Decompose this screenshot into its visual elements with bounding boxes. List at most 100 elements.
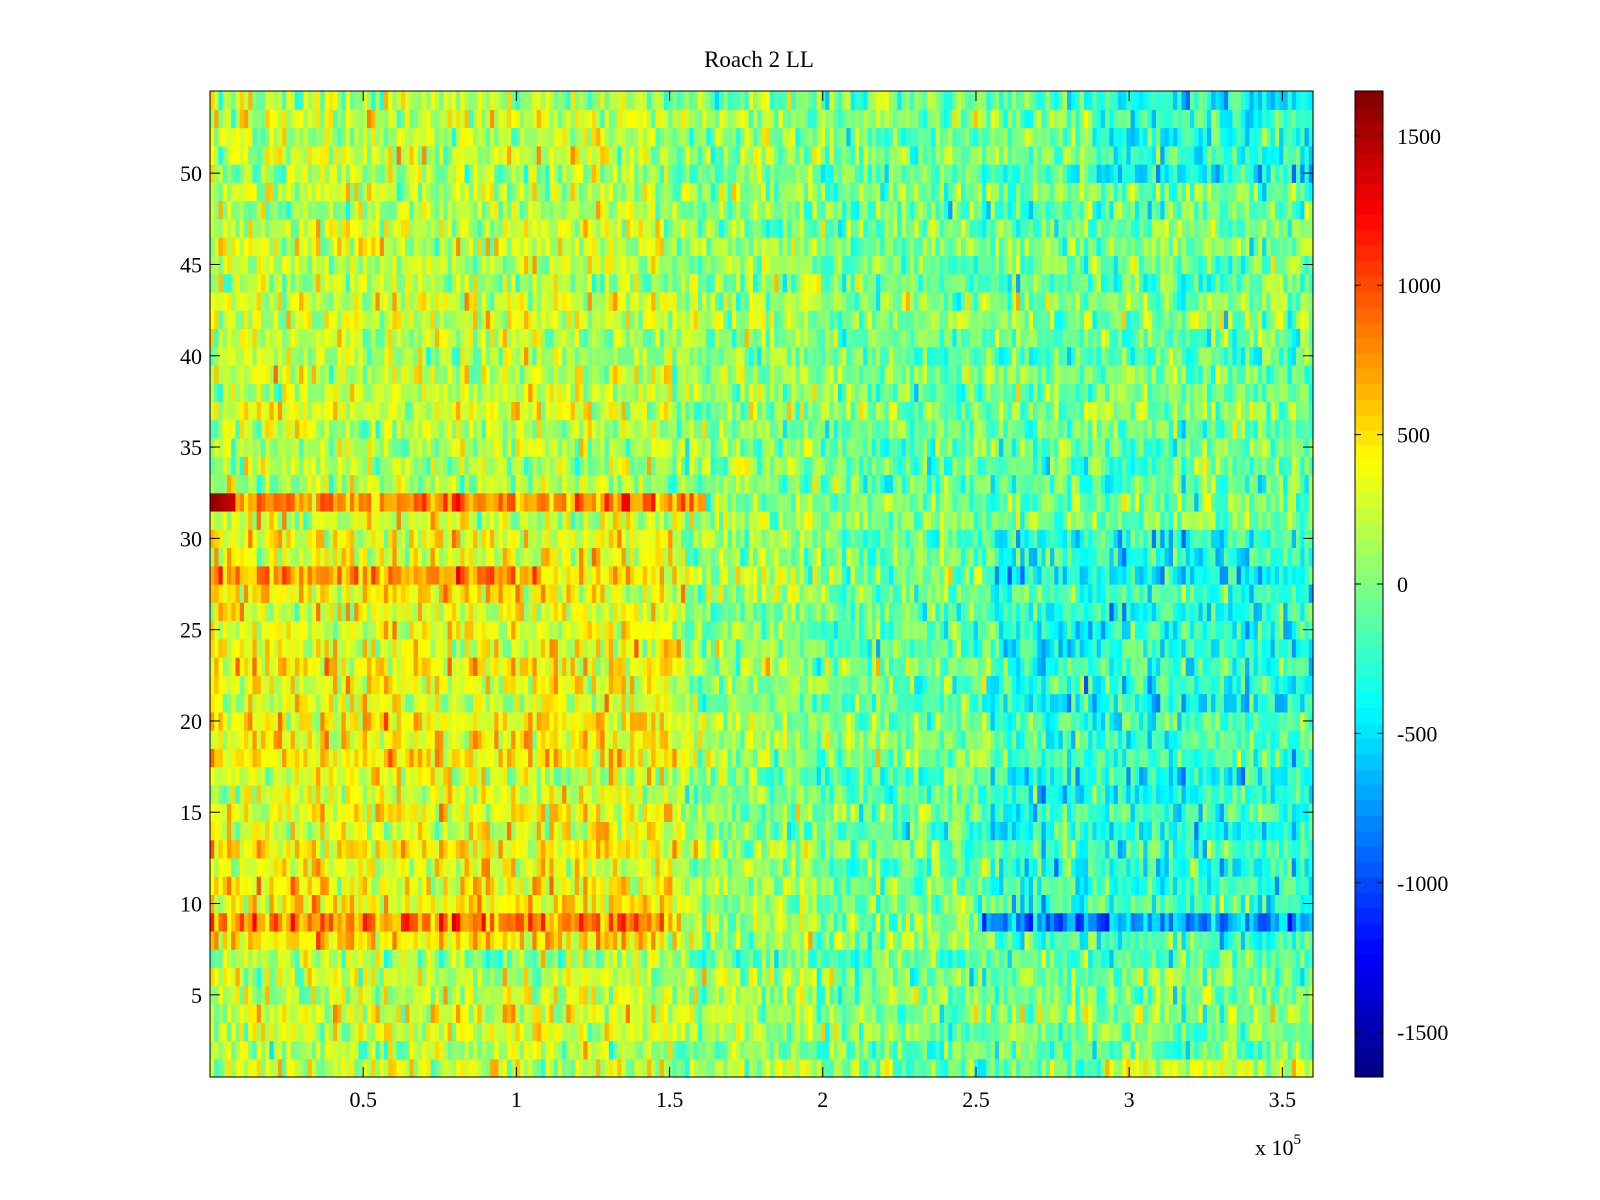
heatmap-cell bbox=[969, 1058, 975, 1078]
heatmap-cell bbox=[833, 1003, 839, 1023]
heatmap-cell bbox=[328, 730, 334, 749]
heatmap-cell bbox=[413, 784, 419, 804]
heatmap-cell bbox=[1083, 967, 1089, 987]
heatmap-cell bbox=[553, 1022, 559, 1042]
heatmap-cell bbox=[451, 1003, 457, 1023]
heatmap-cell bbox=[1257, 967, 1263, 987]
heatmap-cell bbox=[1296, 839, 1301, 859]
heatmap-cell bbox=[672, 876, 678, 896]
heatmap-cell bbox=[1274, 967, 1280, 987]
heatmap-cell bbox=[736, 1022, 741, 1042]
heatmap-cell bbox=[1075, 1058, 1081, 1078]
heatmap-cell bbox=[290, 985, 296, 1005]
heatmap-cell bbox=[316, 839, 321, 859]
heatmap-cell bbox=[311, 967, 317, 987]
heatmap-cell bbox=[939, 1058, 945, 1078]
heatmap-cell bbox=[740, 930, 746, 950]
heatmap-cell bbox=[965, 821, 970, 841]
heatmap-cell bbox=[939, 839, 945, 859]
heatmap-cell bbox=[723, 930, 729, 950]
heatmap-cell bbox=[1122, 857, 1127, 877]
heatmap-cell bbox=[1283, 949, 1289, 969]
heatmap-cell bbox=[736, 930, 741, 950]
heatmap-cell bbox=[328, 784, 334, 804]
heatmap-cell bbox=[956, 894, 962, 914]
heatmap-cell bbox=[659, 967, 665, 987]
heatmap-cell bbox=[1270, 748, 1276, 768]
heatmap-cell bbox=[1257, 912, 1263, 932]
heatmap-cell bbox=[1054, 985, 1060, 1005]
heatmap-cell bbox=[769, 912, 775, 932]
heatmap-cell bbox=[515, 748, 521, 768]
heatmap-cell bbox=[265, 1003, 270, 1023]
heatmap-cell bbox=[774, 912, 780, 932]
heatmap-cell bbox=[320, 839, 326, 859]
heatmap-cell bbox=[1181, 985, 1187, 1005]
heatmap-cell bbox=[468, 748, 474, 768]
heatmap-cell bbox=[782, 876, 788, 896]
heatmap-cell bbox=[269, 711, 275, 731]
heatmap-cell bbox=[239, 784, 245, 804]
heatmap-cell bbox=[1147, 730, 1153, 749]
heatmap-cell bbox=[574, 894, 580, 914]
heatmap-cell bbox=[1151, 1003, 1157, 1023]
heatmap-cell bbox=[1016, 949, 1021, 969]
heatmap-cell bbox=[371, 876, 377, 896]
heatmap-cell bbox=[621, 1058, 627, 1078]
heatmap-cell bbox=[999, 766, 1004, 786]
heatmap-cell bbox=[489, 1058, 495, 1078]
heatmap-cell bbox=[1219, 1040, 1225, 1060]
heatmap-cell bbox=[1024, 967, 1030, 987]
heatmap-cell bbox=[710, 894, 716, 914]
heatmap-cell bbox=[719, 912, 724, 932]
heatmap-cell bbox=[311, 1003, 317, 1023]
heatmap-cell bbox=[396, 876, 402, 896]
heatmap-cell bbox=[1245, 1058, 1250, 1078]
heatmap-cell bbox=[833, 748, 839, 768]
heatmap-cell bbox=[333, 1022, 338, 1042]
heatmap-cell bbox=[269, 839, 275, 859]
heatmap-cell bbox=[269, 1058, 275, 1078]
heatmap-cell bbox=[765, 821, 771, 841]
heatmap-cell bbox=[710, 1022, 716, 1042]
heatmap-cell bbox=[574, 985, 580, 1005]
heatmap-cell bbox=[1147, 967, 1153, 987]
heatmap-cell bbox=[337, 967, 343, 987]
heatmap-cell bbox=[1105, 949, 1110, 969]
heatmap-cell bbox=[383, 1003, 389, 1023]
heatmap-cell bbox=[736, 821, 741, 841]
heatmap-cell bbox=[409, 985, 415, 1005]
heatmap-cell bbox=[1164, 1003, 1170, 1023]
heatmap-cell bbox=[587, 1003, 593, 1023]
heatmap-cell bbox=[613, 1058, 618, 1078]
heatmap-cell bbox=[243, 1040, 249, 1060]
heatmap-cell bbox=[1300, 1003, 1306, 1023]
heatmap-cell bbox=[960, 967, 966, 987]
heatmap-cell bbox=[1168, 967, 1174, 987]
heatmap-cell bbox=[736, 876, 741, 896]
heatmap-cell bbox=[1028, 1058, 1034, 1078]
heatmap-cell bbox=[477, 894, 483, 914]
heatmap-cell bbox=[366, 839, 372, 859]
heatmap-cell bbox=[829, 876, 835, 896]
heatmap-cell bbox=[1139, 766, 1144, 786]
heatmap-cell bbox=[897, 766, 903, 786]
heatmap-cell bbox=[659, 730, 665, 749]
heatmap-cell bbox=[859, 730, 864, 749]
heatmap-cell bbox=[1156, 857, 1161, 877]
heatmap-cell bbox=[290, 730, 296, 749]
heatmap-cell bbox=[494, 894, 500, 914]
heatmap-cell bbox=[1045, 766, 1051, 786]
heatmap-cell bbox=[791, 1058, 797, 1078]
heatmap-cell bbox=[1105, 1022, 1110, 1042]
heatmap-cell bbox=[439, 730, 444, 749]
heatmap-cell bbox=[1236, 803, 1242, 822]
heatmap-cell bbox=[413, 857, 419, 877]
heatmap-cell bbox=[1156, 876, 1161, 896]
heatmap-cell bbox=[608, 967, 614, 987]
heatmap-cell bbox=[557, 876, 563, 896]
heatmap-cell bbox=[1092, 930, 1098, 950]
heatmap-cell bbox=[1130, 930, 1136, 950]
heatmap-cell bbox=[379, 894, 385, 914]
heatmap-cell bbox=[1007, 1058, 1013, 1078]
